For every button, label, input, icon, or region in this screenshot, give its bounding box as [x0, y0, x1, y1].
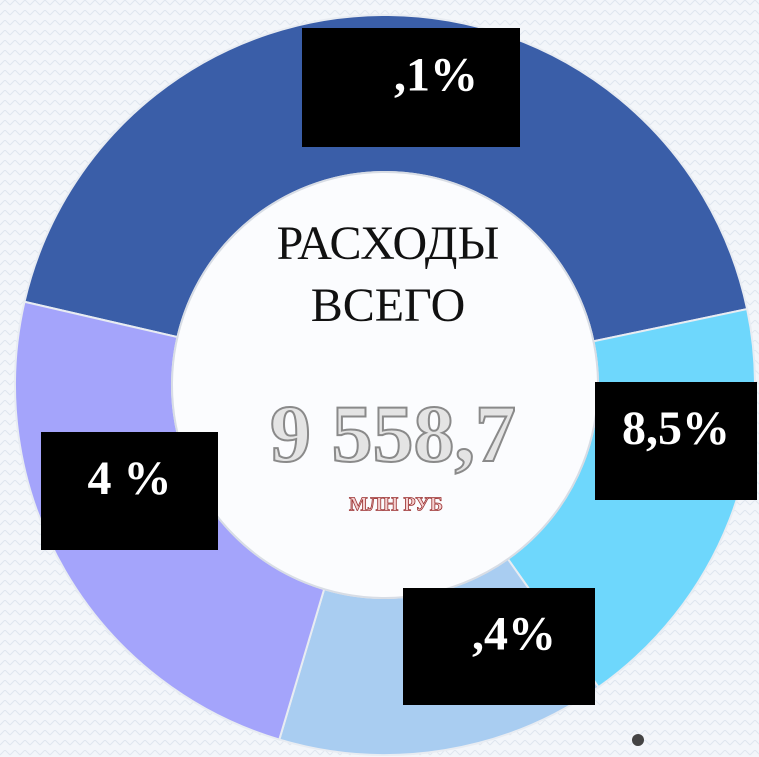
center-unit: МЛН РУБ	[349, 494, 443, 516]
label-box	[302, 28, 520, 147]
label-box	[403, 588, 595, 705]
data-label: 4 %	[88, 452, 172, 505]
center-title: РАСХОДЫ	[277, 217, 500, 270]
data-label: ,4%	[472, 608, 556, 661]
label-box	[595, 382, 757, 500]
data-labels: ,1% 8,5% ,4% 4 %	[41, 28, 757, 705]
data-label: 8,5%	[622, 402, 730, 455]
dot	[632, 734, 644, 746]
center-title: ВСЕГО	[311, 279, 466, 332]
label-box	[41, 432, 218, 550]
center-total: 9 558,7	[270, 388, 516, 479]
data-label: ,1%	[394, 49, 478, 102]
